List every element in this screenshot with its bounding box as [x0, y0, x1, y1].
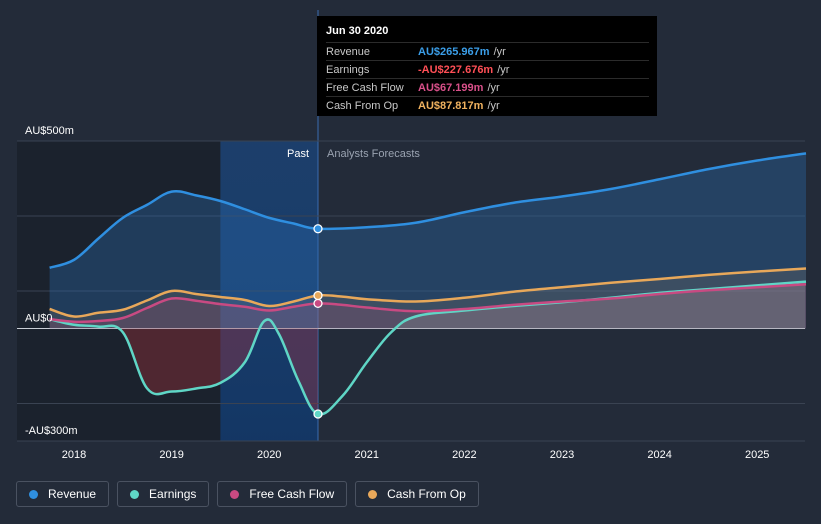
chart-legend: Revenue Earnings Free Cash Flow Cash Fro…: [16, 481, 479, 507]
legend-item-free-cash-flow[interactable]: Free Cash Flow: [217, 481, 348, 507]
forecast-region-label: Analysts Forecasts: [327, 148, 420, 160]
hover-markers: [313, 224, 323, 419]
tooltip-value: AU$265.967m: [418, 45, 490, 58]
tooltip-row-free-cash-flow: Free Cash Flow AU$67.199m /yr: [326, 78, 649, 96]
legend-label: Free Cash Flow: [249, 487, 335, 501]
x-tick-label: 2019: [159, 449, 183, 461]
past-region-label: Past: [287, 148, 309, 160]
x-tick-label: 2023: [550, 449, 574, 461]
tooltip-unit: /yr: [487, 99, 500, 112]
data-tooltip: Jun 30 2020 Revenue AU$265.967m /yr Earn…: [317, 16, 657, 116]
legend-item-revenue[interactable]: Revenue: [16, 481, 110, 507]
tooltip-row-revenue: Revenue AU$265.967m /yr: [326, 42, 649, 60]
legend-dot-icon: [230, 489, 240, 499]
tooltip-label: Free Cash Flow: [326, 81, 404, 94]
y-tick-label: AU$0: [25, 313, 53, 325]
y-axis-labels: AU$500m AU$0 -AU$300m: [25, 125, 78, 437]
legend-item-cash-from-op[interactable]: Cash From Op: [355, 481, 479, 507]
tooltip-row-cash-from-op: Cash From Op AU$87.817m /yr: [326, 96, 649, 114]
y-tick-label: -AU$300m: [25, 425, 78, 437]
x-tick-label: 2022: [452, 449, 476, 461]
x-tick-label: 2021: [355, 449, 379, 461]
legend-label: Earnings: [149, 487, 197, 501]
tooltip-label: Cash From Op: [326, 99, 399, 112]
x-tick-label: 2018: [62, 449, 86, 461]
tooltip-label: Revenue: [326, 45, 371, 58]
tooltip-value: AU$87.817m: [418, 99, 484, 112]
tooltip-value: -AU$227.676m: [418, 63, 494, 76]
x-axis-labels: 2018 2019 2020 2021 2022 2023 2024 2025: [62, 449, 770, 461]
earnings-marker: [313, 409, 323, 419]
free-cash-flow-area: [49, 284, 807, 329]
revenue-area: [49, 153, 807, 329]
legend-item-earnings[interactable]: Earnings: [117, 481, 210, 507]
legend-dot-icon: [130, 489, 140, 499]
x-tick-label: 2025: [745, 449, 769, 461]
free-cash-flow-marker: [313, 298, 323, 309]
tooltip-unit: /yr: [493, 45, 506, 58]
revenue-line: [49, 152, 807, 269]
legend-dot-icon: [368, 489, 378, 499]
legend-label: Cash From Op: [387, 487, 466, 501]
cash-from-op-marker: [313, 290, 323, 301]
legend-label: Revenue: [48, 487, 97, 501]
tooltip-unit: /yr: [497, 63, 510, 76]
tooltip-value: AU$67.199m: [418, 81, 484, 94]
tooltip-unit: /yr: [487, 81, 500, 94]
tooltip-date: Jun 30 2020: [326, 25, 389, 37]
y-tick-label: AU$500m: [25, 125, 74, 137]
x-tick-label: 2020: [257, 449, 281, 461]
legend-dot-icon: [29, 489, 38, 499]
tooltip-label: Earnings: [326, 63, 370, 76]
earnings-area: [318, 281, 805, 329]
revenue-marker: [313, 224, 323, 234]
tooltip-row-earnings: Earnings -AU$227.676m /yr: [326, 60, 649, 78]
x-tick-label: 2024: [647, 449, 671, 461]
